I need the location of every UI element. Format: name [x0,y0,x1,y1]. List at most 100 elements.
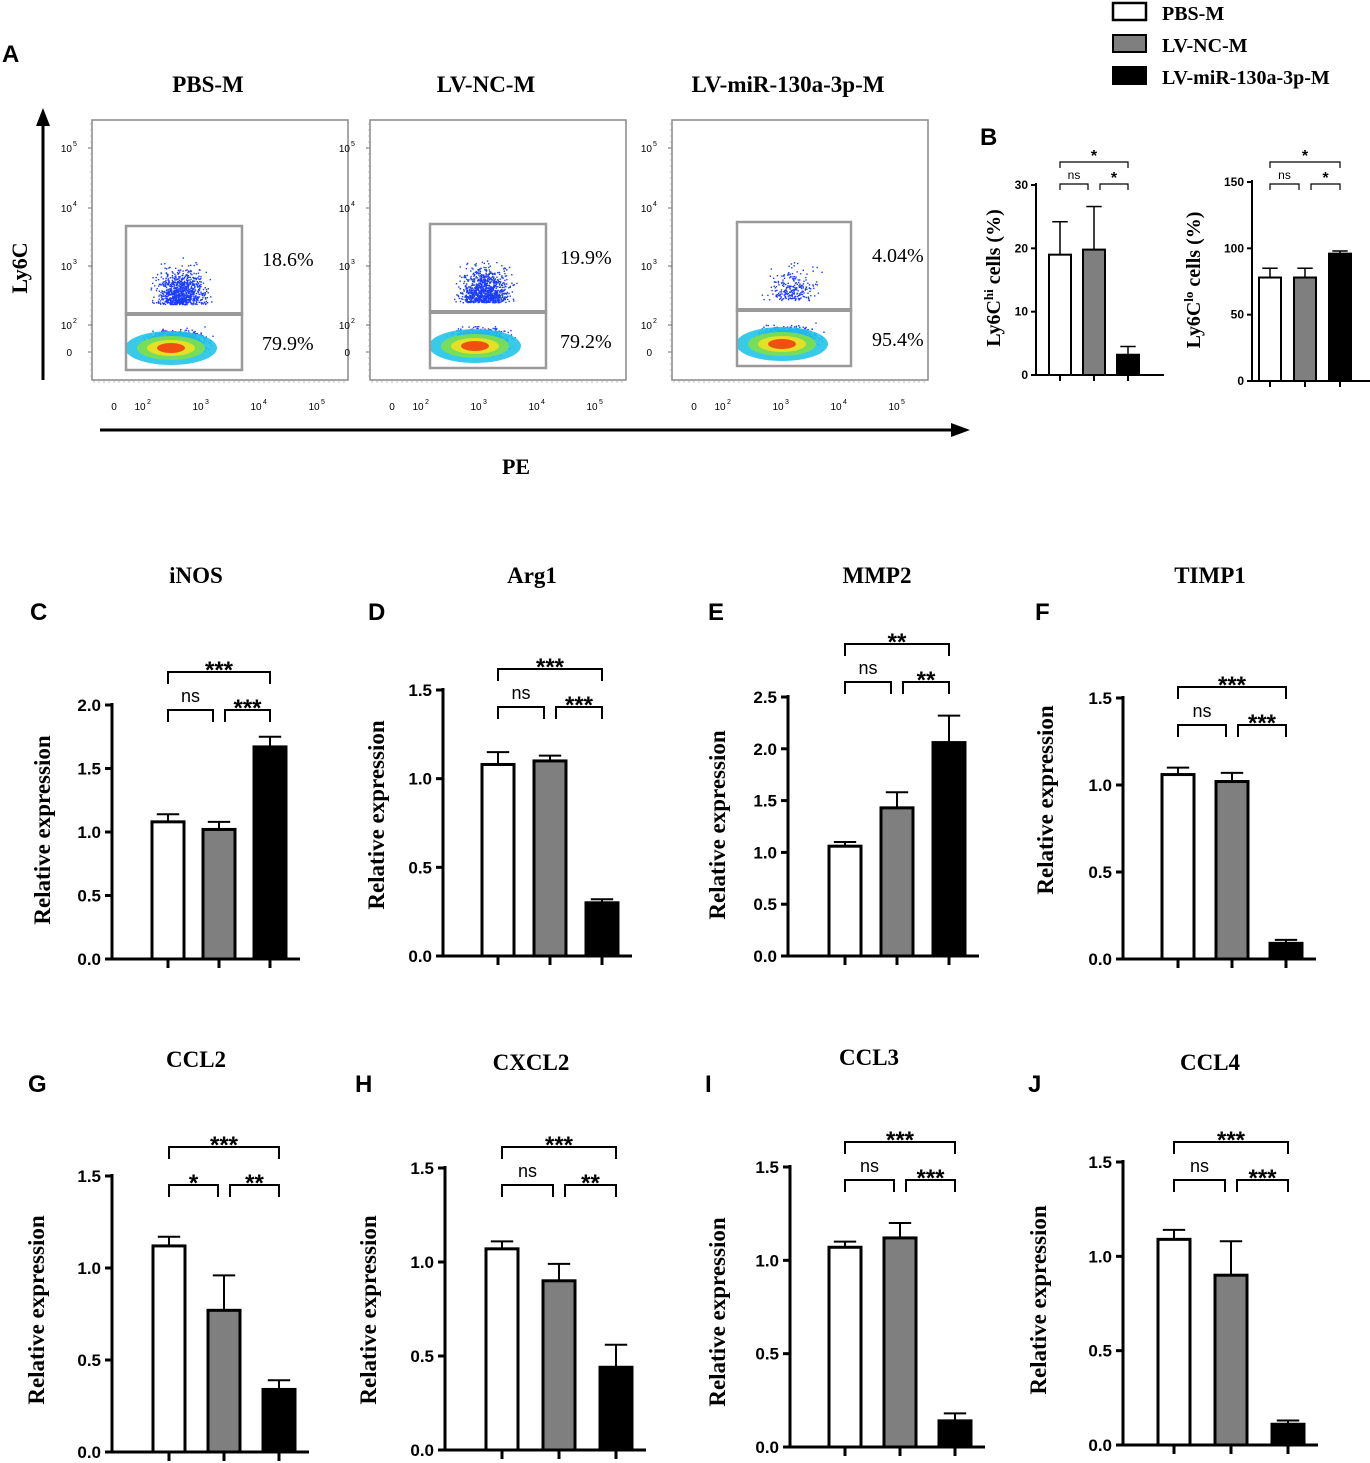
flow-dot [470,298,473,301]
flow-dot [467,296,469,298]
flow-dot [478,292,481,294]
flow-dot [491,289,493,292]
flow-dot [503,286,505,289]
flow-dot [473,291,476,294]
flow-dot [465,287,468,289]
flow-dot [473,284,476,286]
flow-dot [475,263,477,265]
flow-dot [167,302,169,304]
flow-dot [190,303,193,305]
flow-dot [196,297,198,299]
flow-dot [462,293,464,295]
flow-dot [193,286,196,289]
flow-dot [190,287,192,289]
flow-dot [468,279,470,281]
flow-dot [487,290,490,292]
flow-dot [175,298,178,300]
flow-dot [189,283,192,285]
flow-dot [181,286,183,288]
flow-y-tick-exponent: 4 [351,201,355,208]
flow-dot [168,298,170,301]
flow-dot [198,296,201,298]
flow-dot [489,298,491,300]
flow-dot [200,334,202,336]
flow-dot [185,301,188,303]
flow-dot [485,273,487,275]
flow-dot [483,291,485,294]
flow-dot [498,280,500,283]
flow-dot [485,272,487,274]
flow-dot [491,272,493,275]
flow-dot [457,294,459,297]
flow-dot [471,267,473,269]
flow-dot [211,301,213,303]
flow-dot [497,289,499,291]
flow-dot [198,286,200,288]
legend-label-lvnc: LV-NC-M [1162,35,1248,57]
flow-dot [487,276,490,278]
flow-dot [191,295,193,297]
flow-dot [490,297,492,299]
flow-dot [472,284,474,286]
flow-dot [459,280,461,282]
flow-dot [169,288,172,290]
flow-dot [157,279,160,281]
flow-dot [176,284,178,286]
flow-dot [469,301,472,303]
flow-dot [470,297,473,299]
flow-dot [202,292,205,294]
flow-dot [488,266,490,269]
flow-dot [152,330,154,332]
flow-dot [160,296,163,298]
flow-dot [492,327,494,330]
flow-dot [477,299,479,302]
flow-dot [463,290,465,292]
flow-dot [202,282,205,284]
flow-dot [504,285,506,287]
flow-dot [166,273,169,276]
flow-dot [176,291,178,294]
flow-dot [478,270,480,272]
flow-dot [189,271,191,273]
flow-dot [489,297,491,299]
flow-dot [183,299,186,302]
flow-dot [487,274,489,276]
flow-dot [466,296,468,299]
flow-dot [482,290,484,292]
flow-dot [489,272,492,275]
flow-dot [506,292,508,295]
legend-swatch-pbs [1111,1,1148,22]
flow-dot [187,292,190,295]
flow-dot [504,288,506,291]
flow-dot [205,271,207,274]
flow-dot [487,287,489,289]
flow-dot [169,277,171,279]
flow-dot [498,295,500,297]
flow-dot [178,276,180,278]
flow-dot [471,293,474,295]
flow-y-tick-label: 10 [339,262,351,273]
flow-dot [478,300,480,302]
flow-dot [472,300,474,303]
flow-dot [483,275,485,277]
flow-dot [153,296,155,298]
flow-dot [185,291,187,293]
flow-dot [481,301,483,303]
flow-dot [186,327,188,329]
flow-dot [207,288,209,290]
flow-dot [196,284,199,286]
flow-dot [503,330,505,332]
flow-dot [502,294,504,296]
flow-dot [483,262,485,265]
flow-dot [496,290,498,292]
flow-dot [491,295,493,298]
flow-dot [494,273,496,276]
flow-dot [491,296,493,298]
flow-dot [489,277,491,279]
flow-dot [465,295,467,297]
flow-x-tick-label: 10 [308,402,320,413]
flow-dot [170,283,172,286]
flow-dot [492,273,494,276]
flow-dot [469,295,472,297]
flow-dot [485,299,488,301]
